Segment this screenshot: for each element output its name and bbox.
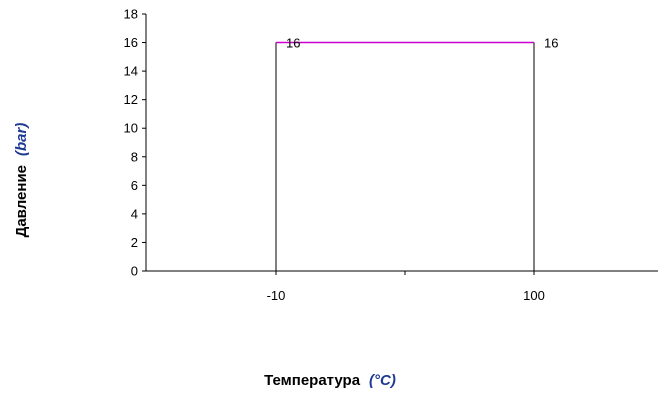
y-tick-label: 10 xyxy=(124,121,138,136)
y-axis-label: Давление xyxy=(13,165,30,237)
x-axis-ticks: -10 100 xyxy=(267,271,545,303)
x-axis-title: Температура (°C) xyxy=(264,372,396,389)
x-tick-label: -10 xyxy=(267,288,286,303)
data-labels: 16 16 xyxy=(286,36,558,51)
y-tick-label: 12 xyxy=(124,92,138,107)
y-tick-label: 16 xyxy=(124,35,138,50)
data-label: 16 xyxy=(544,36,558,51)
y-tick-label: 8 xyxy=(131,149,138,164)
y-tick-label: 2 xyxy=(131,235,138,250)
y-axis-title: Давление (bar) xyxy=(13,123,30,238)
y-tick-label: 4 xyxy=(131,206,138,221)
x-axis-unit: (°C) xyxy=(369,372,396,389)
drop-lines xyxy=(275,42,535,271)
y-axis-ticks: 0 2 4 6 8 10 12 14 16 18 xyxy=(124,7,146,279)
x-tick-label: 100 xyxy=(523,288,545,303)
y-tick-label: 14 xyxy=(124,64,138,79)
y-axis-unit: (bar) xyxy=(13,123,30,156)
x-axis-label: Температура xyxy=(264,372,361,389)
y-tick-label: 6 xyxy=(131,178,138,193)
y-tick-label: 18 xyxy=(124,7,138,22)
data-label: 16 xyxy=(286,36,300,51)
y-tick-label: 0 xyxy=(131,264,138,279)
